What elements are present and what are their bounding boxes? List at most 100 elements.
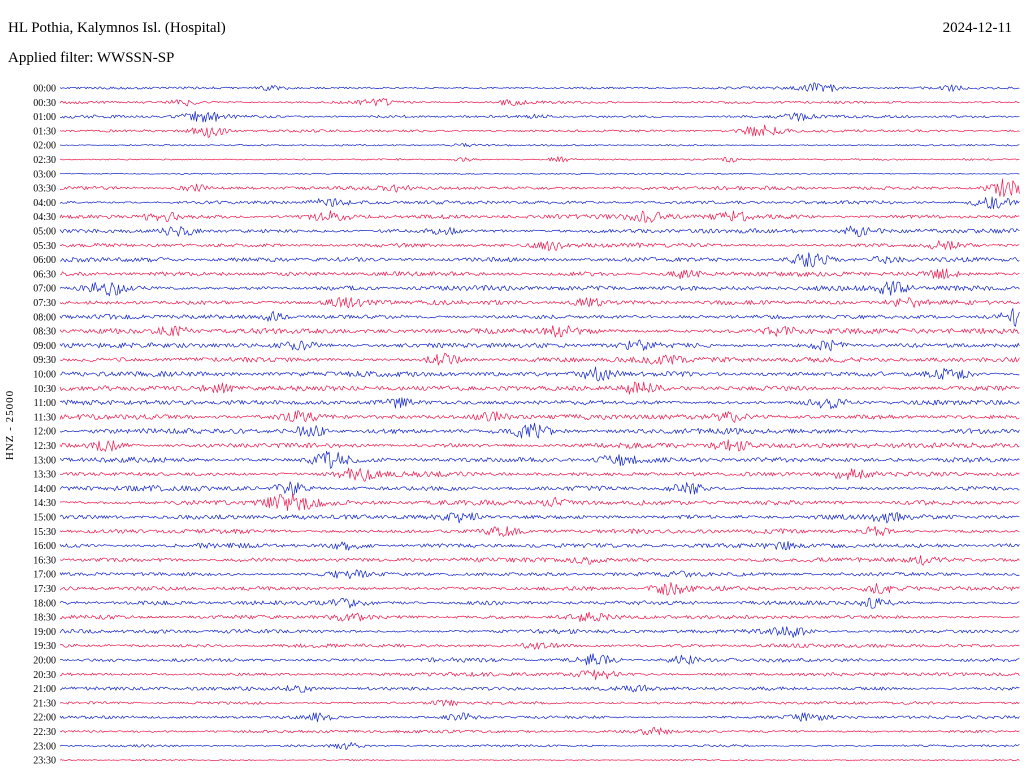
seismogram-trace [59,397,1020,410]
seismogram-trace [59,143,1020,148]
trace-time-label: 22:30 [33,727,56,738]
trace-time-label: 19:30 [33,641,56,652]
seismogram-trace [59,741,1020,751]
trace-time-label: 09:30 [33,355,56,366]
seismogram-trace [59,642,1020,650]
trace-time-label: 11:30 [34,412,56,423]
trace-time-label: 05:30 [33,241,56,252]
seismogram-trace [59,111,1020,123]
seismogram-trace [59,98,1020,107]
seismogram-trace [59,712,1020,723]
trace-time-label: 11:00 [34,398,56,409]
seismogram-trace [59,252,1020,268]
trace-time-label: 00:00 [33,84,56,95]
record-date: 2024-12-11 [942,20,1012,36]
seismogram-trace [59,555,1020,566]
trace-time-label: 06:30 [33,269,56,280]
seismogram-trace [59,526,1020,537]
seismogram-trace [59,339,1020,352]
trace-time-label: 14:30 [33,498,56,509]
trace-time-label: 18:30 [33,613,56,624]
seismogram-trace [59,569,1020,580]
seismogram-trace [59,240,1020,252]
trace-time-label: 01:00 [33,112,56,123]
seismogram-trace [59,493,1020,512]
seismogram-trace [59,366,1020,382]
trace-time-label: 16:30 [33,555,56,566]
seismogram-trace [59,210,1020,223]
trace-time-label: 03:30 [33,184,56,195]
seismogram-trace [59,467,1020,482]
seismogram-trace [59,325,1020,338]
seismogram-trace [59,684,1020,693]
trace-time-label: 05:00 [33,227,56,238]
seismogram-trace [59,422,1020,439]
trace-time-label: 08:00 [33,312,56,323]
trace-time-label: 21:30 [33,698,56,709]
seismogram-trace [59,626,1020,638]
trace-time-label: 10:00 [33,370,56,381]
trace-time-label: 04:30 [33,212,56,223]
seismogram-trace [59,540,1020,551]
trace-time-label: 21:00 [33,684,56,695]
seismogram-trace [59,82,1020,93]
trace-time-label: 23:30 [33,756,56,767]
seismogram-trace [59,597,1020,609]
trace-time-label: 16:00 [33,541,56,552]
trace-time-label: 10:30 [33,384,56,395]
seismogram-trace [59,699,1020,707]
seismogram-trace [59,156,1020,163]
seismogram-trace [59,758,1020,762]
trace-time-label: 15:00 [33,513,56,524]
trace-time-label: 04:00 [33,198,56,209]
trace-time-label: 15:30 [33,527,56,538]
trace-time-label: 07:00 [33,284,56,295]
trace-time-label: 19:00 [33,627,56,638]
trace-time-label: 22:00 [33,713,56,724]
applied-filter-label: Applied filter: WWSSN-SP [8,50,175,66]
trace-time-label: 17:30 [33,584,56,595]
trace-time-label: 12:00 [33,427,56,438]
trace-time-label: 12:30 [33,441,56,452]
seismogram-trace [59,450,1020,469]
trace-time-label: 06:00 [33,255,56,266]
seismogram-trace [59,124,1020,138]
seismogram-trace [59,669,1020,681]
seismogram-trace [59,481,1020,496]
trace-time-label: 13:30 [33,470,56,481]
trace-time-label: 07:30 [33,298,56,309]
trace-time-label: 13:00 [33,455,56,466]
seismogram-trace [59,511,1020,524]
seismogram-trace [59,611,1020,623]
trace-time-label: 08:30 [33,327,56,338]
seismogram-trace [59,410,1020,423]
trace-time-label: 00:30 [33,98,56,109]
trace-time-label: 23:00 [33,741,56,752]
station-title: HL Pothia, Kalymnos Isl. (Hospital) [8,20,226,36]
trace-time-label: 20:00 [33,656,56,667]
trace-time-label: 20:30 [33,670,56,681]
seismogram-trace [59,582,1020,596]
seismogram-trace [59,280,1020,297]
trace-time-label: 14:00 [33,484,56,495]
seismogram-trace [59,268,1020,280]
seismogram-trace [59,307,1020,327]
seismogram-trace [59,225,1020,237]
seismogram-trace [59,439,1020,452]
trace-time-label: 09:00 [33,341,56,352]
seismogram-trace [59,726,1020,736]
seismogram-trace [59,196,1020,210]
seismogram-trace [59,381,1020,395]
trace-time-label: 17:00 [33,570,56,581]
trace-time-label: 01:30 [33,126,56,137]
seismogram-trace [59,352,1020,366]
seismogram-trace [59,178,1020,197]
seismogram-trace [59,172,1020,175]
trace-time-label: 03:00 [33,169,56,180]
trace-time-label: 02:00 [33,141,56,152]
seismogram-trace [59,297,1020,309]
seismogram-trace [59,653,1020,666]
trace-time-label: 18:00 [33,598,56,609]
trace-time-label: 02:30 [33,155,56,166]
